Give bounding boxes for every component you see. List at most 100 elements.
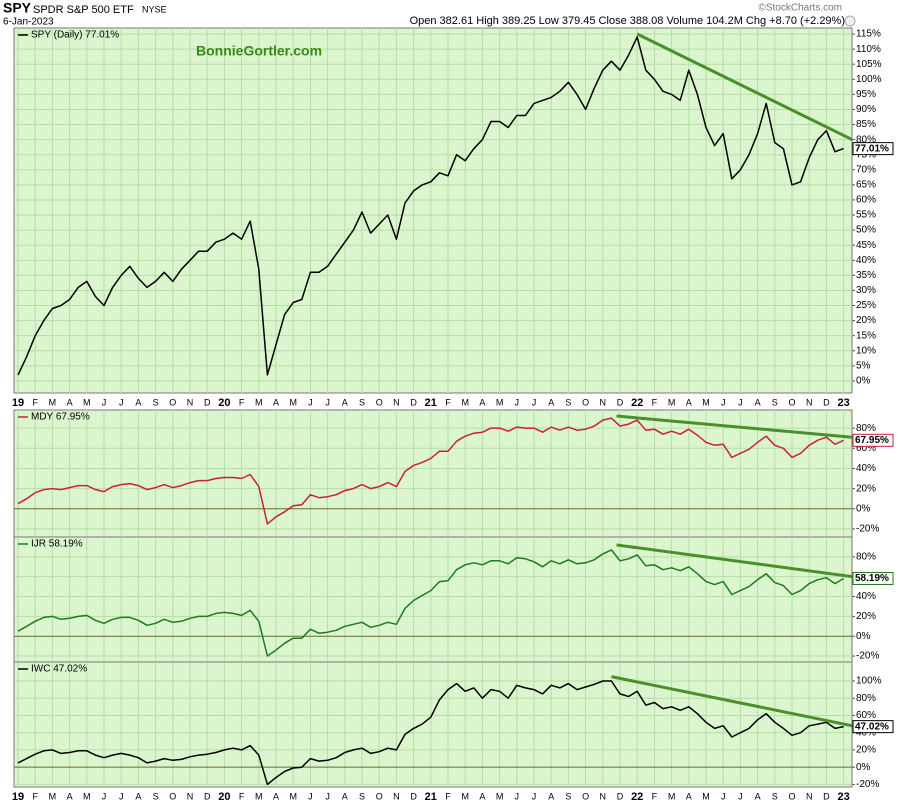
x-tick-label: O — [582, 397, 589, 407]
price-line — [17, 680, 844, 786]
y-tick-label: 15% — [856, 330, 876, 341]
x-tick-label: F — [445, 791, 451, 801]
x-tick-label: 19 — [12, 397, 24, 409]
x-tick-label: J — [738, 397, 743, 407]
y-tick-label: 55% — [856, 210, 876, 221]
x-tick-label: F — [652, 397, 658, 407]
x-tick-label: O — [788, 791, 795, 801]
x-tick-label: M — [289, 397, 297, 407]
x-tick-label: A — [67, 397, 73, 407]
x-tick-label: 20 — [218, 791, 230, 803]
date: 6-Jan-2023 — [3, 17, 54, 28]
y-tick-label: 80% — [856, 551, 876, 562]
trendline — [616, 414, 852, 439]
x-tick-label: N — [187, 397, 194, 407]
panel-background — [13, 409, 853, 538]
x-tick-label: D — [204, 791, 211, 801]
x-tick-label: D — [410, 397, 417, 407]
plot-area — [17, 543, 852, 657]
y-tick-label: 85% — [856, 119, 876, 130]
y-tick-label: 80% — [856, 423, 876, 434]
x-tick-label: J — [119, 397, 124, 407]
x-tick-label: A — [548, 397, 554, 407]
legend-label: IJR 58.19% — [31, 539, 83, 550]
x-tick-label: J — [515, 397, 520, 407]
x-tick-label: J — [738, 791, 743, 801]
exchange: NYSE — [142, 4, 167, 14]
y-tick-label: 45% — [856, 240, 876, 251]
y-tick-label: 0% — [856, 762, 871, 773]
x-tick-label: M — [83, 791, 91, 801]
x-tick-label: A — [755, 397, 761, 407]
x-tick-label: J — [721, 397, 726, 407]
x-tick-label: S — [359, 791, 365, 801]
y-tick-label: 100% — [856, 676, 882, 687]
x-tick-label: A — [67, 791, 73, 801]
x-tick-label: O — [169, 791, 176, 801]
x-tick-label: N — [393, 397, 400, 407]
last-value-label: 77.01% — [855, 143, 889, 154]
y-tick-label: 65% — [856, 180, 876, 191]
y-tick-label: 70% — [856, 164, 876, 175]
price-line — [17, 417, 844, 525]
y-tick-label: 10% — [856, 345, 876, 356]
x-tick-label: S — [359, 397, 365, 407]
x-tick-label: M — [289, 791, 297, 801]
x-tick-label: A — [273, 791, 279, 801]
x-tick-label: O — [376, 397, 383, 407]
x-tick-label: D — [823, 791, 830, 801]
x-tick-label: O — [376, 791, 383, 801]
x-tick-label: 20 — [218, 397, 230, 409]
panel-background — [13, 661, 853, 788]
x-tick-label: A — [686, 791, 692, 801]
source: ©StockCharts.com — [758, 3, 842, 14]
y-tick-label: 0% — [856, 376, 871, 387]
x-tick-label: M — [461, 397, 469, 407]
y-tick-label: 25% — [856, 300, 876, 311]
y-tick-label: 60% — [856, 443, 876, 454]
y-tick-label: 100% — [856, 74, 882, 85]
x-tick-label: 19 — [12, 791, 24, 803]
x-tick-label: F — [239, 397, 245, 407]
x-tick-label: F — [32, 397, 38, 407]
y-tick-label: 95% — [856, 89, 876, 100]
x-tick-label: A — [548, 791, 554, 801]
y-tick-label: 20% — [856, 611, 876, 622]
x-tick-label: S — [565, 791, 571, 801]
x-tick-label: D — [617, 791, 624, 801]
x-tick-label: A — [479, 791, 485, 801]
x-tick-label: J — [721, 791, 726, 801]
legend-label: IWC 47.02% — [31, 664, 87, 675]
watermark: BonnieGortler.com — [196, 43, 322, 59]
x-tick-label: J — [532, 791, 537, 801]
x-tick-label: F — [652, 791, 658, 801]
x-tick-label: 22 — [631, 791, 643, 803]
x-tick-label: 21 — [425, 397, 437, 409]
x-tick-label: N — [806, 397, 813, 407]
x-tick-label: M — [49, 397, 57, 407]
trendline — [611, 675, 852, 728]
panel-background — [13, 27, 853, 394]
y-tick-label: 20% — [856, 745, 876, 756]
panel-background — [13, 536, 853, 663]
x-tick-label: M — [702, 397, 710, 407]
x-tick-label: S — [565, 397, 571, 407]
x-tick-label: 21 — [425, 791, 437, 803]
y-tick-label: 0% — [856, 631, 871, 642]
x-tick-label: 23 — [837, 397, 849, 409]
x-tick-label: M — [255, 791, 263, 801]
plot-area — [17, 414, 852, 525]
x-tick-label: M — [668, 791, 676, 801]
x-tick-label: N — [600, 397, 607, 407]
y-tick-label: -20% — [856, 524, 879, 535]
x-tick-label: J — [532, 397, 537, 407]
x-tick-label: S — [153, 397, 159, 407]
collapse-button[interactable] — [844, 15, 856, 27]
y-tick-label: 115% — [856, 29, 881, 40]
x-tick-label: N — [187, 791, 194, 801]
y-tick-label: -20% — [856, 651, 879, 662]
x-tick-label: S — [772, 791, 778, 801]
y-tick-label: 20% — [856, 315, 876, 326]
x-tick-label: N — [600, 791, 607, 801]
x-tick-label: 23 — [837, 791, 849, 803]
